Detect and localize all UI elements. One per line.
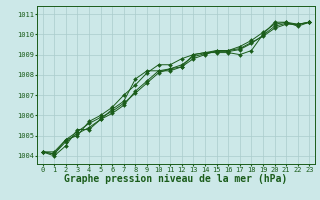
X-axis label: Graphe pression niveau de la mer (hPa): Graphe pression niveau de la mer (hPa) [64,174,288,184]
